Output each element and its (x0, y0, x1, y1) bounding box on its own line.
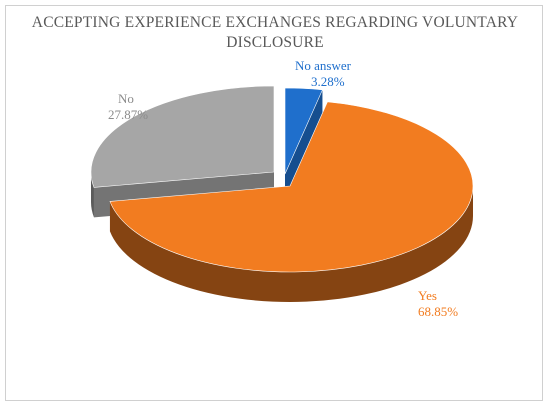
slice-no (90, 85, 275, 188)
slice-side-yes (109, 186, 473, 302)
slice-side-no (91, 172, 94, 218)
data-label-no: No (118, 91, 134, 106)
data-value-yes: 68.85% (418, 304, 458, 319)
data-value-no-answer: 3.28% (311, 74, 345, 89)
chart-title-line-1: ACCEPTING EXPERIENCE EXCHANGES REGARDING… (31, 14, 519, 31)
data-value-no: 27.87% (108, 107, 148, 122)
data-label-yes: Yes (418, 288, 437, 303)
slice-cut-no-answer (285, 89, 323, 204)
chart-title-line-2: DISCLOSURE (226, 34, 324, 51)
data-label-no-answer: No answer (295, 58, 352, 73)
slice-no-answer (284, 87, 323, 175)
slice-yes (109, 101, 474, 273)
